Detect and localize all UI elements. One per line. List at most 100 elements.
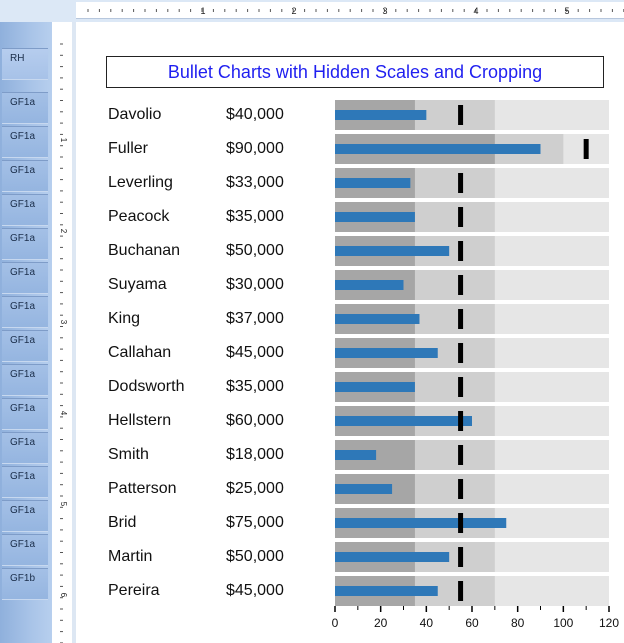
band-gf1b-15[interactable]: GF1b xyxy=(2,568,48,600)
value-bar xyxy=(335,382,415,392)
value-bar xyxy=(335,178,411,188)
target-marker xyxy=(458,411,464,431)
target-marker xyxy=(458,207,464,227)
band-gf1a-11[interactable]: GF1a xyxy=(2,432,48,464)
target-marker xyxy=(458,513,464,533)
report-canvas[interactable]: Bullet Charts with Hidden Scales and Cro… xyxy=(76,22,624,643)
target-marker xyxy=(458,275,464,295)
bullet-chart xyxy=(335,236,609,266)
employee-name: Leverling xyxy=(108,174,173,191)
bullet-row[interactable]: Hellstern $60,000 xyxy=(76,404,624,438)
sales-amount: $25,000 xyxy=(226,480,284,497)
axis-tick-label: 100 xyxy=(553,616,573,630)
bullet-row[interactable]: Callahan $45,000 xyxy=(76,336,624,370)
horizontal-ruler-scale: 1 2 3 4 5 xyxy=(87,6,624,16)
sales-amount: $40,000 xyxy=(226,106,284,123)
bullet-row[interactable]: Fuller $90,000 xyxy=(76,132,624,166)
ruler-number: 2 xyxy=(59,229,68,234)
target-marker xyxy=(458,309,464,329)
bullet-row[interactable]: Leverling $33,000 xyxy=(76,166,624,200)
employee-name: Buchanan xyxy=(108,242,181,259)
bullet-row[interactable]: Dodsworth $35,000 xyxy=(76,370,624,404)
employee-name: Dodsworth xyxy=(108,378,185,395)
bullet-chart xyxy=(335,440,609,470)
target-marker xyxy=(458,105,464,125)
ruler-gutter xyxy=(72,22,76,643)
band-gf1a-7[interactable]: GF1a xyxy=(2,296,48,328)
band-rh[interactable]: RH xyxy=(2,48,48,80)
bullet-row[interactable]: Martin $50,000 xyxy=(76,540,624,574)
bullet-chart xyxy=(335,338,609,368)
band-gf1a-5[interactable]: GF1a xyxy=(2,228,48,260)
sales-amount: $45,000 xyxy=(226,582,284,599)
employee-name: Peacock xyxy=(108,208,170,225)
employee-name: Callahan xyxy=(108,344,172,361)
band-gf1a-10[interactable]: GF1a xyxy=(2,398,48,430)
ruler-number: 1 xyxy=(200,6,205,16)
vertical-ruler[interactable]: 1 2 3 4 5 6 xyxy=(52,22,73,643)
ruler-number: 3 xyxy=(59,320,68,325)
employee-name: Pereira xyxy=(108,582,160,599)
ruler-number: 5 xyxy=(564,6,569,16)
bullet-row[interactable]: Davolio $40,000 xyxy=(76,98,624,132)
band-panel: RH GF1a GF1a GF1a GF1a GF1a GF1a GF1a GF1a GF1a GF… xyxy=(0,22,52,643)
sales-amount: $45,000 xyxy=(226,344,284,361)
bullet-chart xyxy=(335,168,609,198)
sales-amount: $50,000 xyxy=(226,548,284,565)
value-bar xyxy=(335,280,404,290)
axis-tick-label: 20 xyxy=(374,616,388,630)
vertical-ruler-scale: 1 2 3 4 5 6 xyxy=(59,43,68,643)
horizontal-ruler[interactable]: 1 2 3 4 5 xyxy=(76,2,624,19)
band-gf1a-4[interactable]: GF1a xyxy=(2,194,48,226)
bullet-row[interactable]: Buchanan $50,000 xyxy=(76,234,624,268)
ruler-number: 4 xyxy=(473,6,478,16)
employee-name: Brid xyxy=(108,514,137,531)
band-gf1a-8[interactable]: GF1a xyxy=(2,330,48,362)
value-bar xyxy=(335,246,450,256)
band-gf1a-12[interactable]: GF1a xyxy=(2,466,48,498)
bullet-row[interactable]: Smith $18,000 xyxy=(76,438,624,472)
band-gf1a-13[interactable]: GF1a xyxy=(2,500,48,532)
sales-amount: $37,000 xyxy=(226,310,284,327)
value-bar xyxy=(335,212,415,222)
target-marker xyxy=(458,343,464,363)
bullet-row[interactable]: Pereira $45,000 xyxy=(76,574,624,608)
bullet-chart xyxy=(335,542,609,572)
bullet-chart xyxy=(335,474,609,504)
bullet-chart xyxy=(335,202,609,232)
band-gf1a-6[interactable]: GF1a xyxy=(2,262,48,294)
bullet-chart xyxy=(335,576,609,606)
employee-name: Hellstern xyxy=(108,412,172,429)
band-gf1a-2[interactable]: GF1a xyxy=(2,126,48,158)
sales-amount: $35,000 xyxy=(226,208,284,225)
bullet-row[interactable]: King $37,000 xyxy=(76,302,624,336)
employee-name: Suyama xyxy=(108,276,167,293)
band-gf1a-3[interactable]: GF1a xyxy=(2,160,48,192)
band-gf1a-1[interactable]: GF1a xyxy=(2,92,48,124)
bullet-chart xyxy=(335,406,609,436)
value-bar xyxy=(335,348,438,358)
sales-amount: $90,000 xyxy=(226,140,284,157)
band-gf1a-9[interactable]: GF1a xyxy=(2,364,48,396)
sales-amount: $33,000 xyxy=(226,174,284,191)
employee-name: Patterson xyxy=(108,480,177,497)
report-title[interactable]: Bullet Charts with Hidden Scales and Cro… xyxy=(106,56,604,88)
bullet-row[interactable]: Suyama $30,000 xyxy=(76,268,624,302)
value-bar xyxy=(335,450,377,460)
bullet-chart xyxy=(335,508,609,538)
bullet-row[interactable]: Patterson $25,000 xyxy=(76,472,624,506)
band-gf1a-14[interactable]: GF1a xyxy=(2,534,48,566)
ruler-number: 5 xyxy=(59,502,68,507)
bullet-row[interactable]: Peacock $35,000 xyxy=(76,200,624,234)
value-bar xyxy=(335,484,393,494)
axis-tick-label: 60 xyxy=(465,616,479,630)
bullet-chart xyxy=(335,372,609,402)
sales-amount: $35,000 xyxy=(226,378,284,395)
ruler-number: 3 xyxy=(382,6,387,16)
employee-name: King xyxy=(108,310,141,327)
ruler-number: 1 xyxy=(59,138,68,143)
bullet-chart xyxy=(335,100,609,130)
target-marker xyxy=(458,241,464,261)
sales-amount: $18,000 xyxy=(226,446,284,463)
bullet-row[interactable]: Brid $75,000 xyxy=(76,506,624,540)
